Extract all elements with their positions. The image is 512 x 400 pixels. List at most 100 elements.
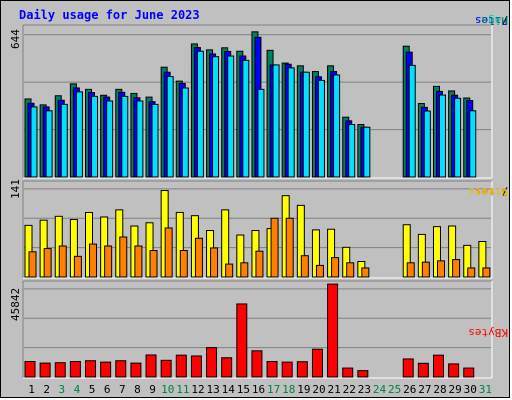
bar-kbytes-day-15 bbox=[236, 303, 248, 378]
bar-sites-day-16 bbox=[255, 250, 264, 278]
bar-kbytes-day-3 bbox=[54, 362, 66, 378]
bar-sites-day-9 bbox=[149, 250, 158, 278]
bar-pages-day-10 bbox=[166, 76, 174, 178]
y-max-label-hits-text: 644 bbox=[9, 29, 22, 49]
bar-sites-day-5 bbox=[89, 243, 98, 278]
legend-kbytes: KBytes bbox=[468, 326, 508, 339]
legend-visits: Visits bbox=[468, 185, 508, 198]
legend-hits: Hits bbox=[481, 14, 509, 27]
bar-sites-day-19 bbox=[300, 255, 309, 278]
x-tick-label-day-22: 22 bbox=[343, 383, 356, 396]
bar-pages-day-11 bbox=[181, 87, 189, 178]
x-tick-label-day-17: 17 bbox=[267, 383, 280, 396]
x-tick-label-day-28: 28 bbox=[433, 383, 446, 396]
x-tick-label-day-2: 2 bbox=[43, 383, 50, 396]
x-tick-label-day-27: 27 bbox=[418, 383, 431, 396]
bar-kbytes-day-27 bbox=[417, 362, 429, 378]
bar-pages-day-18 bbox=[287, 67, 295, 178]
bar-pages-day-26 bbox=[408, 64, 416, 178]
x-tick-label-day-24: 24 bbox=[373, 383, 387, 396]
bar-pages-day-4 bbox=[75, 91, 83, 178]
bar-kbytes-day-2 bbox=[39, 362, 51, 378]
bar-sites-day-21 bbox=[331, 257, 340, 278]
bar-sites-day-17 bbox=[270, 217, 279, 278]
bar-kbytes-day-16 bbox=[251, 350, 263, 378]
x-tick-label-day-20: 20 bbox=[312, 383, 325, 396]
bar-sites-day-18 bbox=[285, 217, 294, 278]
bar-sites-day-11 bbox=[179, 250, 188, 278]
bar-kbytes-day-30 bbox=[463, 367, 475, 378]
bar-pages-day-14 bbox=[227, 55, 235, 178]
x-tick-label-day-19: 19 bbox=[297, 383, 310, 396]
bar-kbytes-day-8 bbox=[130, 362, 142, 378]
bar-pages-day-28 bbox=[438, 94, 446, 178]
bar-kbytes-day-11 bbox=[175, 354, 187, 378]
x-tick-label-day-26: 26 bbox=[403, 383, 416, 396]
bar-sites-day-23 bbox=[361, 267, 370, 278]
x-tick-label-day-7: 7 bbox=[119, 383, 126, 396]
bar-sites-day-27 bbox=[421, 261, 430, 278]
x-tick-label-day-29: 29 bbox=[449, 383, 462, 396]
x-tick-label-day-21: 21 bbox=[328, 383, 341, 396]
bar-pages-day-27 bbox=[423, 110, 431, 178]
bar-kbytes-day-9 bbox=[145, 354, 157, 378]
bar-sites-day-22 bbox=[346, 262, 355, 278]
bar-sites-day-6 bbox=[104, 245, 113, 278]
chart-title: Daily usage for June 2023 bbox=[19, 8, 200, 22]
bar-pages-day-30 bbox=[469, 110, 477, 178]
x-tick-label-day-12: 12 bbox=[191, 383, 204, 396]
bar-kbytes-day-7 bbox=[115, 360, 127, 378]
bar-pages-day-3 bbox=[60, 103, 68, 178]
bar-kbytes-day-5 bbox=[85, 360, 97, 378]
bar-sites-day-2 bbox=[43, 248, 52, 278]
bar-pages-day-16 bbox=[257, 88, 265, 178]
bar-sites-day-13 bbox=[210, 247, 219, 278]
bar-pages-day-21 bbox=[333, 74, 341, 178]
x-tick-label-day-9: 9 bbox=[149, 383, 156, 396]
bar-sites-day-12 bbox=[194, 237, 203, 278]
bar-kbytes-day-6 bbox=[100, 361, 112, 378]
bar-pages-day-2 bbox=[45, 110, 53, 178]
bar-kbytes-day-28 bbox=[432, 354, 444, 378]
bar-pages-day-9 bbox=[151, 103, 159, 178]
bar-pages-day-29 bbox=[454, 97, 462, 178]
bar-sites-day-30 bbox=[467, 267, 476, 278]
x-tick-label-day-13: 13 bbox=[206, 383, 219, 396]
bar-pages-day-5 bbox=[91, 95, 99, 178]
bar-kbytes-day-4 bbox=[69, 361, 81, 378]
bar-kbytes-day-10 bbox=[160, 359, 172, 378]
bar-kbytes-day-21 bbox=[327, 283, 339, 378]
bar-kbytes-day-13 bbox=[206, 347, 218, 378]
x-tick-label-day-14: 14 bbox=[222, 383, 236, 396]
bar-sites-day-8 bbox=[134, 245, 143, 278]
bar-kbytes-day-19 bbox=[296, 361, 308, 378]
x-tick-label-day-16: 16 bbox=[252, 383, 265, 396]
bar-kbytes-day-23 bbox=[357, 370, 369, 378]
bar-sites-day-26 bbox=[406, 262, 415, 278]
x-tick-label-day-8: 8 bbox=[134, 383, 141, 396]
x-tick-label-day-3: 3 bbox=[59, 383, 66, 396]
y-max-label-kbytes-text: 45842 bbox=[9, 287, 22, 321]
bar-sites-day-29 bbox=[452, 259, 461, 278]
x-tick-label-day-30: 30 bbox=[464, 383, 477, 396]
bar-pages-day-13 bbox=[212, 56, 220, 178]
bar-pages-day-6 bbox=[106, 100, 114, 178]
x-tick-label-day-23: 23 bbox=[358, 383, 371, 396]
bar-sites-day-1 bbox=[28, 251, 37, 278]
bar-pages-day-23 bbox=[363, 126, 371, 178]
bar-sites-day-14 bbox=[225, 263, 234, 278]
bar-sites-day-28 bbox=[436, 260, 445, 278]
bar-sites-day-31 bbox=[482, 267, 491, 278]
bar-kbytes-day-29 bbox=[448, 363, 460, 378]
bar-pages-day-19 bbox=[302, 71, 310, 178]
x-tick-label-day-31: 31 bbox=[479, 383, 492, 396]
x-tick-label-day-15: 15 bbox=[237, 383, 250, 396]
bar-sites-day-10 bbox=[164, 227, 173, 278]
x-tick-label-day-6: 6 bbox=[104, 383, 111, 396]
bar-kbytes-day-14 bbox=[221, 357, 233, 378]
bar-pages-day-8 bbox=[136, 100, 144, 178]
x-tick-label-day-5: 5 bbox=[89, 383, 96, 396]
bar-kbytes-day-26 bbox=[402, 358, 414, 378]
